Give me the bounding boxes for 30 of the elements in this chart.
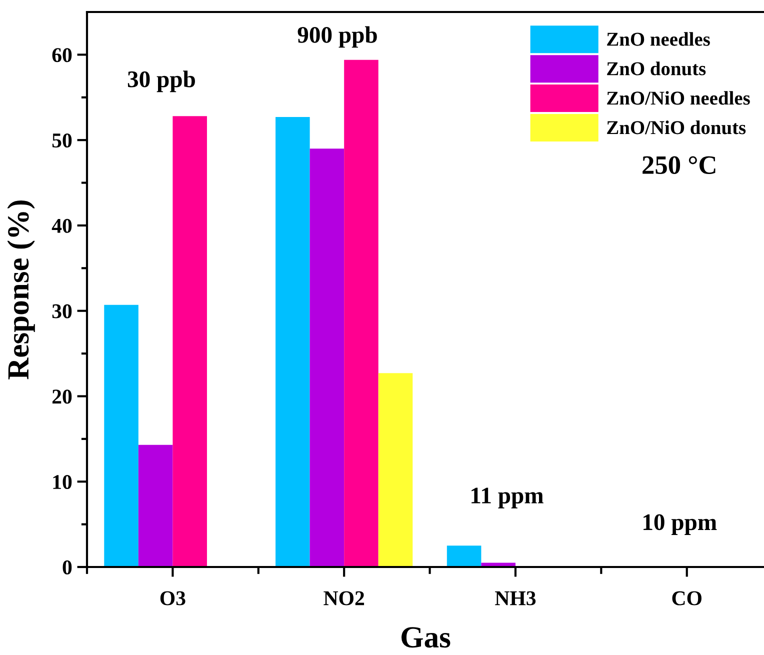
annotation: 11 ppm xyxy=(472,488,544,508)
x-tick-label: O3 xyxy=(160,591,186,606)
legend-label: ZnO/NiO donuts xyxy=(607,120,746,134)
bar xyxy=(172,116,207,567)
legend-label: ZnO/NiO needles xyxy=(607,91,750,105)
annotation: 250 °C xyxy=(642,156,716,174)
legend-label: ZnO needles xyxy=(607,32,710,46)
bar xyxy=(104,304,138,567)
annotation: 900 ppb xyxy=(298,26,377,48)
y-tick-label: 60 xyxy=(52,48,72,62)
bar xyxy=(276,117,310,567)
annotation: 10 ppm xyxy=(644,514,717,535)
y-axis-title: Response (%) xyxy=(7,200,35,380)
annotation: 30 ppb xyxy=(128,70,195,92)
bar xyxy=(378,373,413,567)
y-tick-label: 40 xyxy=(52,218,72,233)
y-tick-label: 20 xyxy=(52,390,72,404)
y-tick-label: 30 xyxy=(52,304,72,318)
y-tick-label: 10 xyxy=(53,474,72,490)
x-tick-label: CO xyxy=(672,591,702,606)
bar xyxy=(446,546,482,567)
bar xyxy=(138,444,173,567)
legend-label: ZnO donuts xyxy=(607,62,706,76)
bar xyxy=(310,148,344,567)
bar xyxy=(344,60,378,567)
x-tick-label: NH3 xyxy=(495,591,536,606)
y-tick-label: 0 xyxy=(62,560,72,574)
x-axis-title: Gas xyxy=(402,627,450,648)
x-tick-label: NO2 xyxy=(324,591,364,606)
y-tick-label: 50 xyxy=(52,133,72,148)
